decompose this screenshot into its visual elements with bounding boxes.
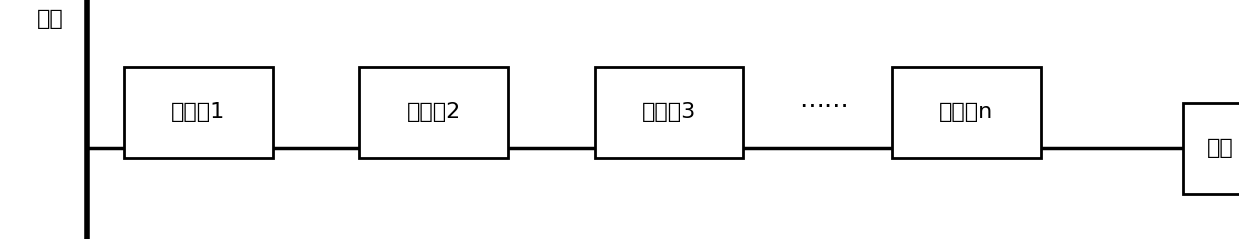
Text: 检测点n: 检测点n [939, 102, 994, 122]
Text: 负荷: 负荷 [1207, 138, 1234, 158]
Text: 检测点3: 检测点3 [642, 102, 696, 122]
FancyBboxPatch shape [595, 67, 743, 158]
Text: ……: …… [799, 88, 849, 112]
FancyBboxPatch shape [359, 67, 508, 158]
FancyBboxPatch shape [892, 67, 1041, 158]
Text: 母线: 母线 [37, 9, 64, 29]
FancyBboxPatch shape [124, 67, 273, 158]
Text: 检测点1: 检测点1 [171, 102, 225, 122]
FancyBboxPatch shape [1183, 103, 1239, 194]
Text: 检测点2: 检测点2 [406, 102, 461, 122]
